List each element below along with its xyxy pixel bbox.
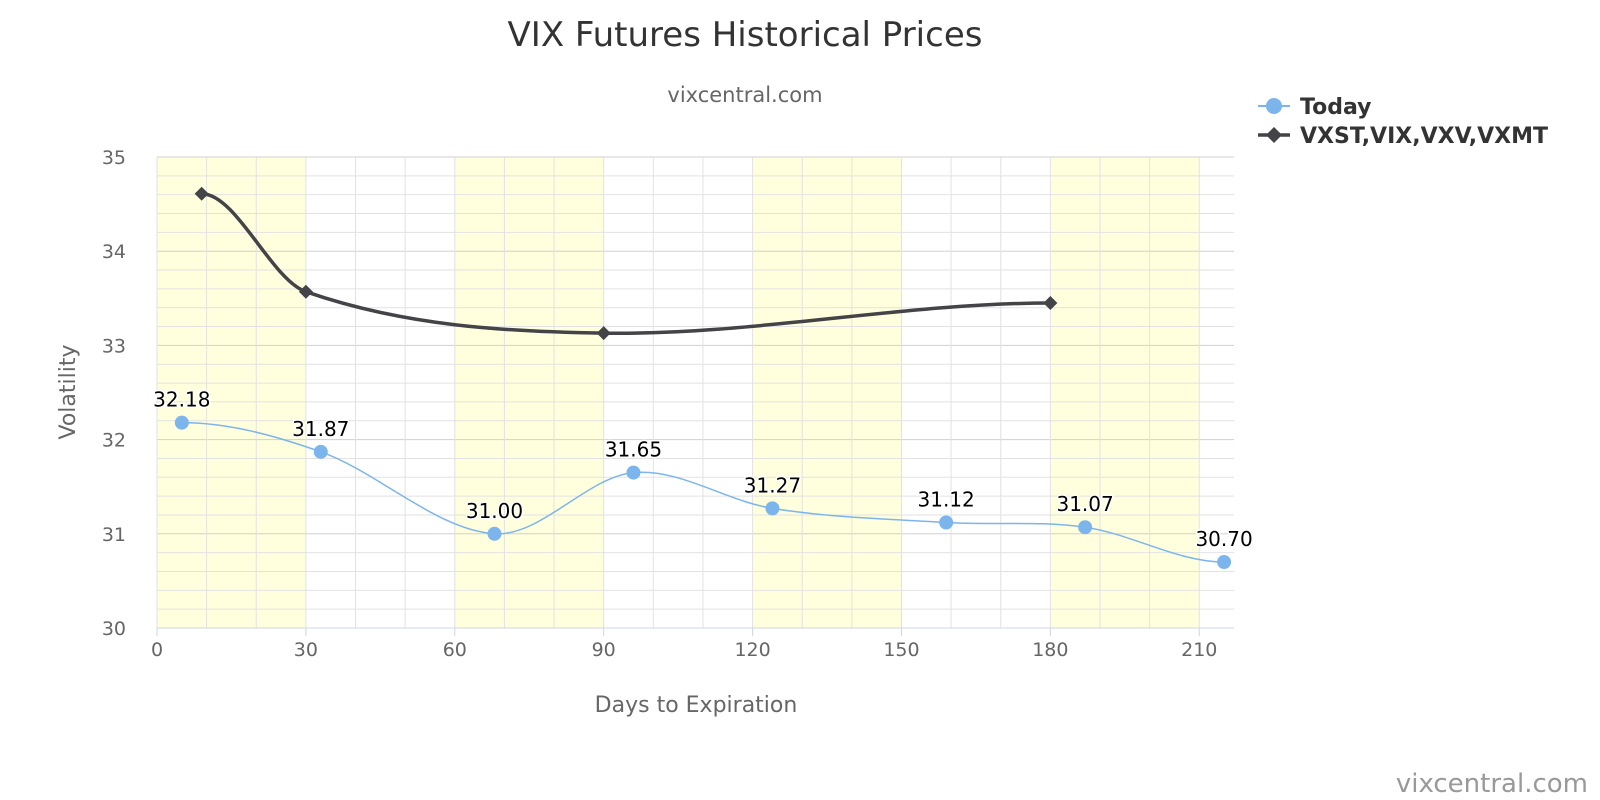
plot-band-1 — [454, 157, 604, 628]
x-axis-title: Days to Expiration — [595, 693, 798, 718]
data-point[interactable] — [596, 326, 611, 341]
x-tick-label: 0 — [151, 639, 163, 661]
x-axis: 0 30 60 90 120 150 180 210 — [151, 627, 1234, 661]
data-point[interactable] — [1043, 296, 1058, 311]
data-label: 31.00 — [466, 499, 523, 523]
legend-marker — [1266, 127, 1282, 143]
x-tick-label: 120 — [734, 639, 770, 661]
series-line — [181, 421, 1225, 563]
x-tick-label: 180 — [1032, 639, 1068, 661]
x-tick-label: 60 — [443, 639, 467, 661]
data-point[interactable] — [939, 515, 954, 530]
legend[interactable]: Today VXST,VIX,VXV,VXMT — [1258, 95, 1548, 149]
series-line — [201, 191, 1051, 336]
data-point[interactable] — [194, 186, 209, 201]
data-point[interactable] — [487, 526, 502, 541]
data-label: 31.65 — [605, 438, 662, 462]
y-tick-label: 31 — [102, 524, 126, 546]
plot-band-3 — [1050, 157, 1200, 628]
chart-subtitle: vixcentral.com — [667, 83, 822, 107]
series-0: 32.18 31.87 31.00 31.65 31.27 31.12 31.07 30.70 — [152, 386, 1254, 570]
x-tick-label: 90 — [592, 639, 616, 661]
y-tick-label: 35 — [102, 147, 126, 169]
data-label: 31.12 — [918, 487, 975, 511]
legend-marker — [1266, 98, 1282, 114]
data-label: 31.07 — [1056, 492, 1113, 516]
data-point[interactable] — [313, 444, 328, 459]
grid-lines — [156, 156, 1234, 629]
y-tick-label: 32 — [102, 430, 126, 452]
data-point[interactable] — [298, 284, 313, 299]
x-tick-label: 30 — [294, 639, 318, 661]
legend-item-0[interactable]: Today — [1258, 95, 1371, 120]
credit-link[interactable]: vixcentral.com — [1396, 769, 1588, 799]
legend-label: VXST,VIX,VXV,VXMT — [1300, 124, 1548, 149]
legend-item-1[interactable]: VXST,VIX,VXV,VXMT — [1258, 124, 1548, 149]
plot-band-0 — [157, 157, 306, 628]
series-1 — [194, 186, 1058, 341]
data-point[interactable] — [765, 501, 780, 516]
data-label: 31.27 — [744, 473, 801, 497]
plot-band-2 — [752, 157, 902, 628]
data-label: 32.18 — [153, 388, 210, 412]
data-point[interactable] — [1217, 555, 1232, 570]
data-point[interactable] — [1078, 520, 1093, 535]
y-axis: 30 31 32 33 34 35 — [102, 147, 126, 640]
x-tick-label: 150 — [883, 639, 919, 661]
data-point[interactable] — [626, 465, 641, 480]
data-label: 30.70 — [1195, 527, 1252, 551]
plot-bands — [157, 157, 1200, 628]
x-tick-label: 210 — [1181, 639, 1217, 661]
legend-label: Today — [1300, 95, 1371, 120]
y-axis-title: Volatility — [56, 344, 81, 439]
data-point[interactable] — [174, 415, 189, 430]
data-label: 31.87 — [292, 417, 349, 441]
series-layer: 32.18 31.87 31.00 31.65 31.27 31.12 31.07 30.70 — [152, 186, 1254, 570]
y-tick-label: 34 — [102, 241, 126, 263]
y-tick-label: 33 — [102, 335, 126, 357]
chart-title: VIX Futures Historical Prices — [508, 15, 983, 55]
y-tick-label: 30 — [102, 618, 126, 640]
